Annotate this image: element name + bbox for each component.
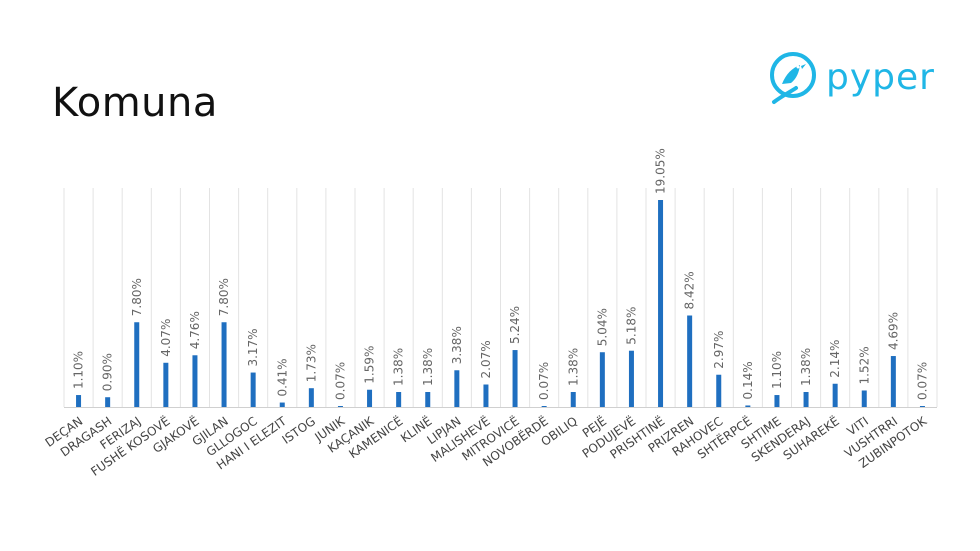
bar (512, 350, 518, 407)
bar (599, 352, 605, 407)
bar (716, 374, 722, 407)
bar (861, 390, 867, 407)
bar-value-label: 0.07% (333, 362, 347, 400)
bar-value-label: 0.14% (741, 361, 755, 399)
bar-value-label: 7.80% (217, 278, 231, 316)
bar-value-label: 1.38% (566, 348, 580, 386)
bar (919, 406, 925, 407)
bar (134, 322, 140, 407)
bar (541, 406, 547, 407)
bar-value-label: 1.38% (421, 348, 435, 386)
gridlines (63, 188, 938, 408)
bar-value-label: 0.07% (915, 362, 929, 400)
bar-value-label: 4.76% (188, 311, 202, 349)
bar-value-label: 1.10% (72, 351, 86, 389)
bar-value-label: 2.14% (828, 340, 842, 378)
bar-value-label: 5.04% (595, 308, 609, 346)
bar (396, 392, 402, 407)
bar (774, 395, 780, 407)
bar (337, 406, 343, 407)
bar-value-label: 0.07% (537, 362, 551, 400)
bird-icon (770, 52, 816, 104)
bar-value-label: 4.69% (886, 312, 900, 350)
bar (687, 315, 693, 407)
bar (570, 392, 576, 407)
bar (803, 392, 809, 407)
bar (628, 350, 634, 407)
slide-title: Komuna (52, 80, 218, 126)
bar-value-label: 1.38% (799, 348, 813, 386)
bar-value-label: 1.73% (304, 344, 318, 382)
bar (454, 370, 460, 407)
bar (308, 388, 314, 407)
bar-value-label: 2.07% (479, 340, 493, 378)
bar-value-label: 0.41% (275, 358, 289, 396)
bar-value-label: 1.52% (857, 346, 871, 384)
bar (279, 402, 285, 407)
bar (890, 356, 896, 407)
bar-value-label: 2.97% (712, 331, 726, 369)
bar (76, 395, 82, 407)
bar-value-label: 3.38% (450, 326, 464, 364)
bar (745, 405, 751, 407)
bar (250, 372, 256, 407)
bar-value-label: 1.10% (770, 351, 784, 389)
bar (192, 355, 198, 407)
bar (163, 362, 169, 407)
logo-wordmark: pyper (826, 57, 935, 98)
bar-value-label: 7.80% (130, 278, 144, 316)
bar-value-label: 19.05% (654, 148, 668, 194)
bar-value-label: 4.07% (159, 319, 173, 357)
bars (76, 200, 925, 407)
bar (367, 389, 373, 407)
bar-value-label: 1.38% (392, 348, 406, 386)
bar (483, 384, 489, 407)
bar-value-label: 8.42% (683, 271, 697, 309)
bar-value-label: 3.17% (246, 328, 260, 366)
bar-value-label: 5.24% (508, 306, 522, 344)
bar-value-label: 1.59% (363, 346, 377, 384)
bar (658, 200, 664, 407)
value-labels: 1.10% 0.90% 7.80% 4.07% 4.76% 7.80% 3.17% 0.41%… (72, 148, 930, 400)
bar (832, 383, 838, 407)
pyper-logo: pyper (768, 50, 935, 106)
bar-value-label: 5.18% (624, 307, 638, 345)
category-label: ISTOG (280, 414, 319, 447)
bar (221, 322, 227, 407)
bar-value-label: 0.90% (101, 353, 115, 391)
bar (425, 392, 431, 407)
bar (105, 397, 111, 407)
